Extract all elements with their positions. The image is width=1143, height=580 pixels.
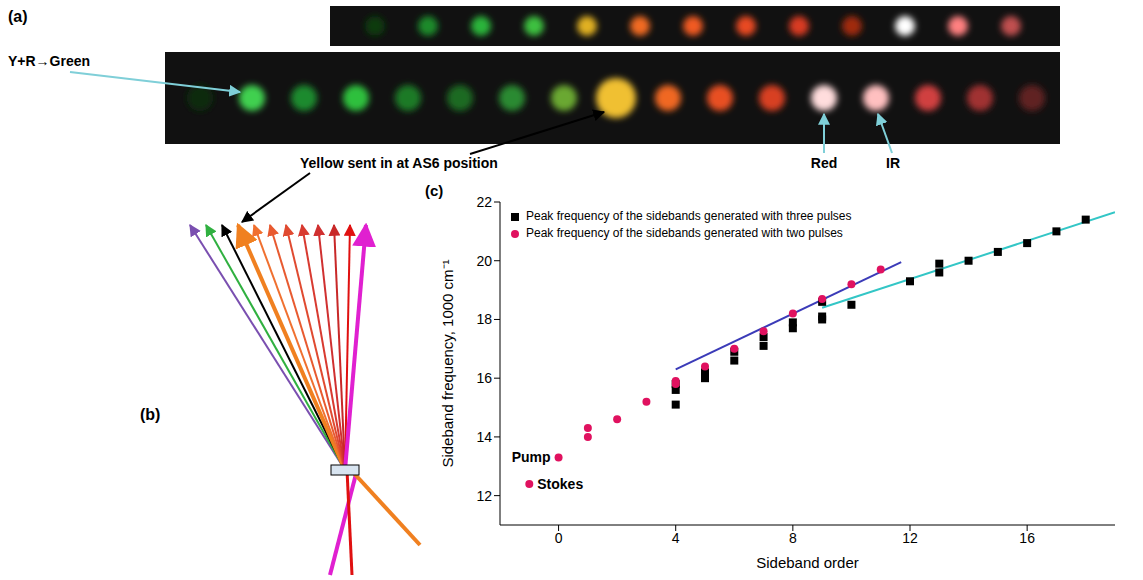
svg-text:Y+R→Green: Y+R→Green [8,53,90,69]
svg-text:(a): (a) [8,8,28,25]
svg-text:8: 8 [789,530,797,546]
svg-text:Red: Red [811,155,837,171]
svg-text:4: 4 [672,530,680,546]
svg-text:12: 12 [902,530,918,546]
svg-text:Pump: Pump [512,449,551,465]
svg-text:12: 12 [476,488,492,504]
svg-text:22: 22 [476,194,492,210]
svg-text:14: 14 [476,429,492,445]
html-text:Peak frequency of the sideband: Peak frequency of the sidebands generate… [526,226,843,240]
svg-text:IR: IR [886,155,900,171]
svg-text:16: 16 [476,370,492,386]
svg-text:16: 16 [1019,530,1035,546]
svg-text:(b): (b) [140,406,160,423]
svg-text:18: 18 [476,311,492,327]
svg-text:20: 20 [476,253,492,269]
svg-text:0: 0 [555,530,563,546]
svg-text:Stokes: Stokes [537,476,583,492]
svg-text:Sideband frequency, 1000 cm⁻¹: Sideband frequency, 1000 cm⁻¹ [439,259,456,467]
svg-text:Sideband order: Sideband order [756,554,859,571]
svg-text:Yellow sent in at AS6 position: Yellow sent in at AS6 position [300,155,498,171]
html-text:Peak frequency of the sideband: Peak frequency of the sidebands generate… [526,209,852,223]
html-text:(c): (c) [425,182,444,199]
